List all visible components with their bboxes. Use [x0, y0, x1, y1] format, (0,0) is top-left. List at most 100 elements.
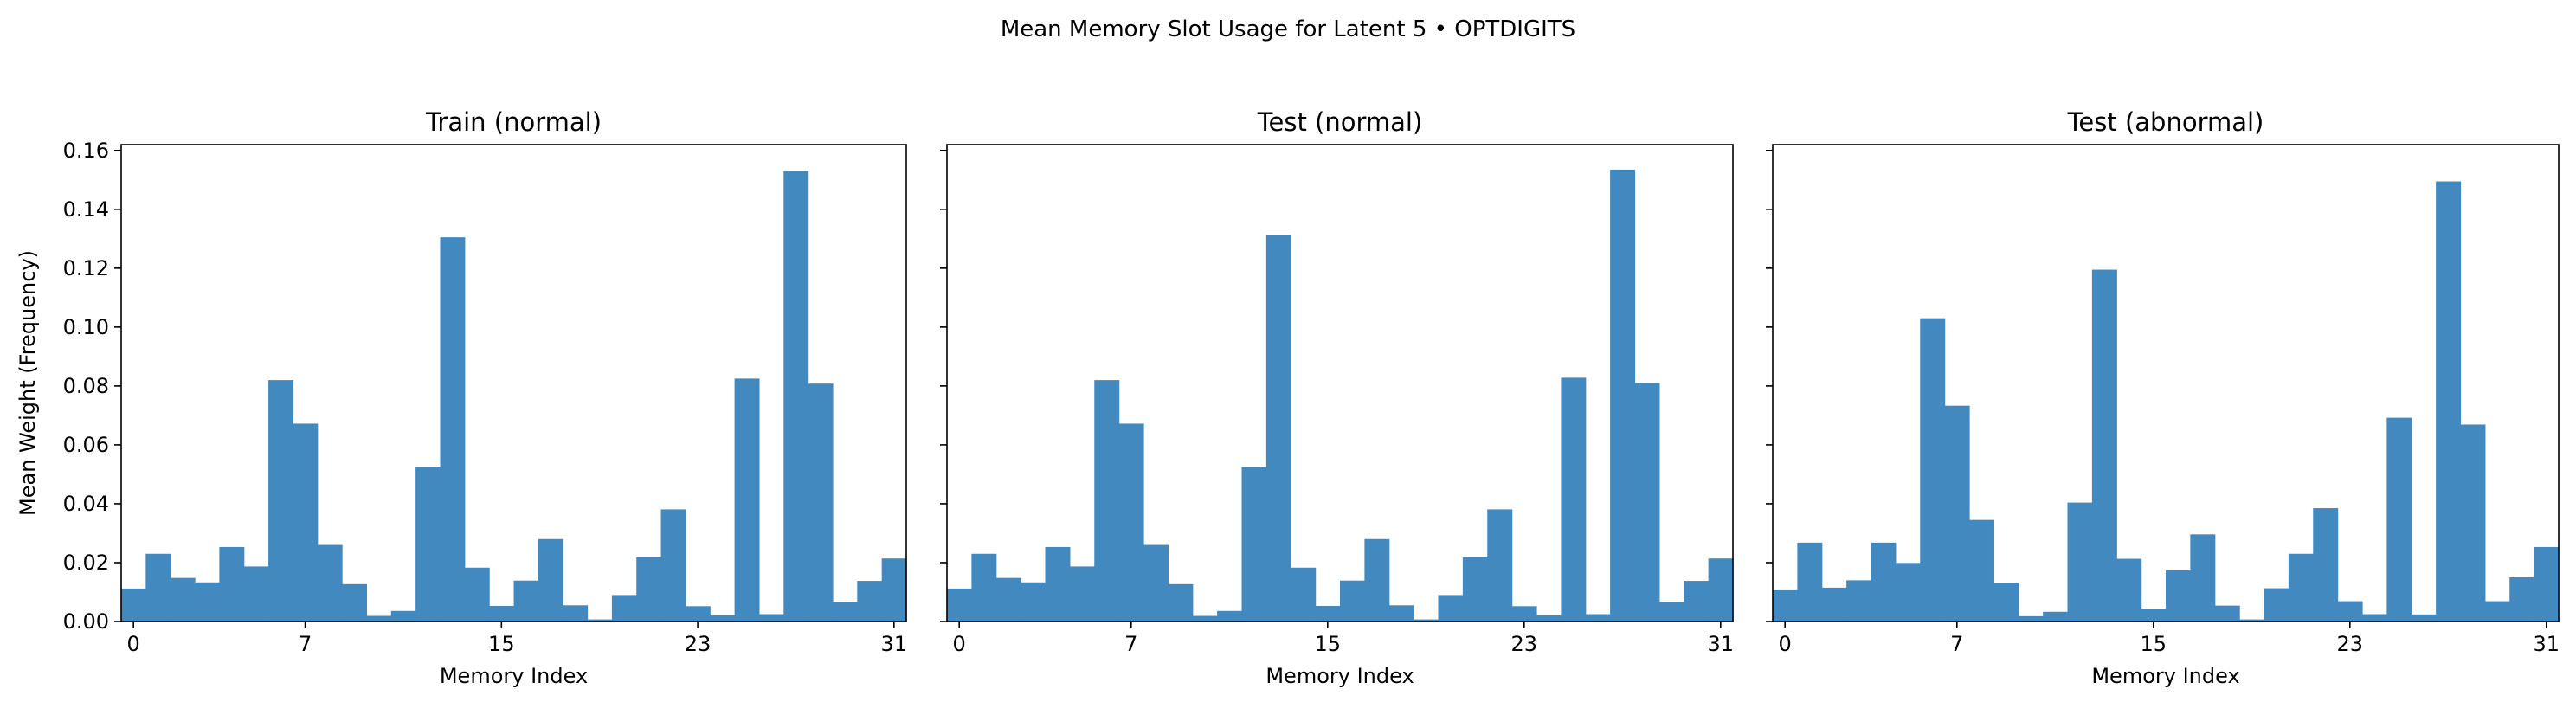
- bar-20: [2264, 588, 2289, 622]
- bar-25: [2386, 417, 2412, 622]
- chart-panel-0: 0.00 0.02 0.04 0.06 0.08 0.10 0.12 0.14 0.16 0 7 15…: [16, 107, 907, 688]
- bar-25: [1561, 377, 1587, 622]
- x-tick-label: 15: [1315, 632, 1342, 656]
- y-tick-label: 0.02: [63, 551, 109, 575]
- bar-16: [513, 580, 539, 622]
- bar-29: [2484, 601, 2510, 622]
- bar-23: [1511, 606, 1537, 622]
- axes-frame: [946, 144, 1734, 622]
- axes-frame: [120, 144, 907, 622]
- bar-10: [366, 615, 392, 622]
- bar-8: [317, 544, 343, 622]
- bar-29: [1658, 602, 1684, 622]
- bar-30: [1684, 581, 1710, 622]
- bar-21: [636, 557, 662, 622]
- bar-3: [1846, 580, 1872, 622]
- x-tick-label: 0: [953, 632, 966, 656]
- bar-9: [1993, 583, 2019, 622]
- bar-3: [1021, 582, 1046, 622]
- bar-1: [1797, 542, 1823, 622]
- bar-18: [563, 605, 589, 622]
- bar-19: [1414, 619, 1439, 622]
- bar-9: [1168, 583, 1194, 622]
- x-tick-label: 15: [2141, 632, 2167, 656]
- bar-21: [1462, 557, 1488, 622]
- bar-11: [2043, 611, 2069, 622]
- x-tick-label: 31: [881, 632, 908, 656]
- bar-24: [2362, 614, 2387, 622]
- x-axis-label: Memory Index: [2091, 664, 2239, 688]
- x-tick-label: 23: [2337, 632, 2364, 656]
- bar-14: [2116, 558, 2142, 622]
- bar-15: [1315, 605, 1341, 622]
- bar-2: [170, 577, 196, 622]
- bar-1: [145, 553, 171, 622]
- bar-4: [1871, 542, 1897, 622]
- bar-16: [1340, 580, 1365, 622]
- bar-12: [1241, 467, 1267, 622]
- x-axis-label: Memory Index: [440, 664, 588, 688]
- bar-27: [2436, 181, 2462, 622]
- bar-2: [995, 577, 1021, 622]
- bar-17: [538, 538, 564, 622]
- bar-10: [1192, 615, 1218, 622]
- bar-26: [1585, 614, 1611, 622]
- bar-0: [121, 588, 146, 622]
- bar-16: [2166, 570, 2191, 622]
- bar-18: [1388, 605, 1414, 622]
- bar-15: [489, 605, 515, 622]
- bar-1: [971, 553, 997, 622]
- bar-5: [1069, 566, 1095, 622]
- x-tick-label: 23: [1511, 632, 1538, 656]
- bar-9: [342, 583, 368, 622]
- chart-panels: 0.00 0.02 0.04 0.06 0.08 0.10 0.12 0.14 0.16 0 7 15…: [16, 107, 2560, 688]
- bar-22: [2313, 508, 2339, 622]
- bar-5: [243, 566, 269, 622]
- x-tick-label: 31: [2534, 632, 2560, 656]
- x-tick-label: 7: [1950, 632, 1963, 656]
- bar-31: [881, 558, 907, 622]
- bar-30: [857, 581, 883, 622]
- bar-15: [2141, 609, 2167, 622]
- bar-4: [219, 546, 245, 622]
- bar-2: [1821, 587, 1847, 622]
- x-tick-label: 23: [685, 632, 712, 656]
- bar-23: [685, 606, 711, 622]
- bar-14: [464, 567, 490, 622]
- bar-19: [587, 619, 613, 622]
- bar-8: [1969, 519, 1994, 622]
- y-tick-label: 0.06: [63, 433, 109, 457]
- bar-6: [1094, 380, 1120, 622]
- y-tick-label: 0.14: [63, 197, 109, 222]
- bar-31: [2534, 546, 2560, 622]
- bar-6: [1920, 318, 1946, 622]
- bar-27: [1610, 169, 1636, 622]
- panel-title: Train (normal): [425, 107, 602, 137]
- y-axis-label: Mean Weight (Frequency): [16, 250, 40, 516]
- chart-panel-2: 0 7 15 23 31 Test (abnormal) Memory Index: [1766, 107, 2560, 688]
- bar-19: [2239, 619, 2265, 622]
- bar-0: [947, 588, 972, 622]
- bar-26: [2411, 614, 2437, 622]
- bar-5: [1895, 563, 1921, 622]
- bar-7: [1118, 423, 1144, 622]
- bar-17: [1364, 538, 1390, 622]
- x-axis-label: Memory Index: [1265, 664, 1414, 688]
- bar-22: [660, 509, 686, 622]
- y-tick-label: 0.04: [63, 492, 109, 516]
- y-tick-label: 0.00: [63, 609, 109, 634]
- bar-22: [1487, 509, 1513, 622]
- bar-29: [832, 602, 858, 622]
- bar-13: [1265, 235, 1291, 622]
- y-tick-label: 0.12: [63, 256, 109, 280]
- x-tick-label: 0: [127, 632, 140, 656]
- bar-3: [195, 582, 220, 622]
- bar-6: [268, 380, 293, 622]
- bar-28: [2460, 424, 2486, 622]
- bar-21: [2288, 553, 2314, 622]
- bar-12: [2067, 502, 2093, 622]
- bar-18: [2214, 605, 2240, 622]
- bar-30: [2509, 577, 2535, 622]
- x-tick-label: 0: [1779, 632, 1792, 656]
- bar-10: [2018, 615, 2044, 622]
